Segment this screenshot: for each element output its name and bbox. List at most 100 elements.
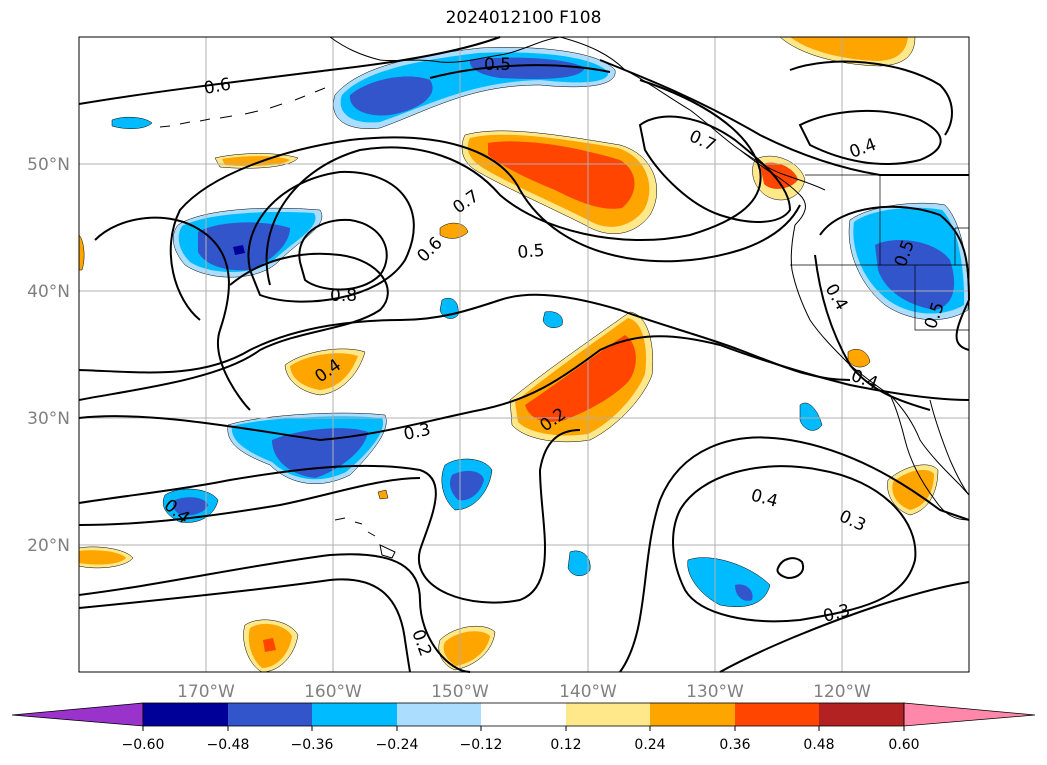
contour-label: 0.5: [517, 241, 546, 263]
contour-high-center-inner: [298, 218, 388, 291]
contour-lines: [78, 36, 971, 673]
colorbar-high-extend: [903, 702, 1036, 727]
colorbar-tick-label: 0.60: [888, 737, 919, 753]
lon-tick: 160°W: [304, 682, 362, 702]
colorbar-tick-label: −0.60: [122, 737, 165, 753]
contour-top-arc: [78, 36, 501, 105]
colorbar-segment: [650, 703, 735, 726]
lon-tick: 170°W: [177, 682, 235, 702]
contour-0.2-south: [78, 553, 471, 673]
hawaii-islands: [334, 517, 396, 559]
lon-tick: 150°W: [431, 682, 489, 702]
neg-patch-small-7: [799, 402, 823, 431]
baja-gulf-coast: [929, 399, 970, 496]
neg-patch-small-3-core: [735, 584, 753, 601]
contour-label: 0.4: [847, 135, 879, 163]
colorbar-ticks: [142, 726, 905, 731]
neg-patch-gulf-alaska-core2: [469, 57, 585, 79]
contour-0.4-loop-se: [672, 465, 917, 623]
contour-0.3-south: [78, 477, 421, 526]
pos-patch-small-a-mid: [290, 353, 358, 390]
colorbar-tick-label: −0.48: [207, 737, 250, 753]
colorbar-segment: [312, 703, 397, 726]
contour-label: 0.5: [484, 55, 511, 75]
lon-tick: 140°W: [559, 682, 617, 702]
colorbar-tick-label: 0.36: [719, 737, 750, 753]
pos-patch-small-c-mid: [443, 631, 490, 666]
contour-label: 0.4: [749, 486, 780, 512]
contour-0.4-west: [78, 252, 389, 401]
contour-low-left: [94, 216, 251, 411]
pos-patch-small-e-mid: [222, 156, 290, 166]
bc-coast: [739, 149, 806, 226]
neg-patch-small-1-core: [450, 470, 484, 501]
neg-patch-west-coast-core: [875, 240, 955, 310]
lat-tick: 20°N: [27, 536, 70, 556]
lat-tick: 30°N: [27, 409, 70, 429]
contour-0.4-ne: [798, 109, 942, 166]
colorbar-tick-label: −0.36: [291, 737, 334, 753]
pos-patch-small-f-mid: [79, 550, 126, 565]
colorbar: −0.60 −0.48 −0.36 −0.24 −0.12 0.12 0.24 …: [11, 702, 1036, 753]
baja-coast: [889, 394, 970, 521]
contour-ne-top: [789, 60, 953, 136]
contour-west-coast: [819, 205, 971, 351]
contour-0.3-sw: [78, 429, 581, 604]
colorbar-segment: [481, 703, 566, 726]
contour-label: 0.7: [449, 186, 483, 218]
colorbar-tick-label: 0.48: [803, 737, 834, 753]
colorbar-tick-label: 0.24: [634, 737, 665, 753]
contour-label: 0.6: [413, 233, 446, 266]
contour-0.4-coast: [814, 254, 931, 411]
contour-label: 0.8: [330, 286, 357, 306]
map-frame: [78, 36, 970, 673]
lon-tick: 120°W: [813, 682, 871, 702]
neg-patch-west-43n-max: [233, 245, 245, 255]
contour-0.5-mid: [169, 136, 801, 321]
contour-0.6: [265, 79, 762, 286]
pos-patch-main-48n-core: [488, 141, 635, 209]
pos-patch-small-j: [377, 489, 389, 500]
neg-patch-small-3: [687, 557, 771, 608]
colorbar-tick-label: −0.24: [376, 737, 419, 753]
pos-patch-small-h: [439, 222, 469, 239]
colorbar-frame: [142, 702, 905, 727]
colorbar-tick-label: 0.12: [550, 737, 581, 753]
contour-small-loop: [776, 557, 804, 580]
pos-patch-subtropical-32n-core: [525, 335, 636, 422]
shading-layer: [78, 36, 969, 673]
colorbar-segment: [143, 703, 228, 726]
neg-patch-gulf-alaska-core: [349, 76, 433, 116]
neg-patch-small-6: [542, 311, 563, 328]
neg-patch-small-4: [567, 550, 591, 576]
neg-patch-29n-core: [272, 428, 368, 478]
contour-0.3: [78, 335, 970, 442]
contour-0.3-se: [619, 436, 970, 673]
colorbar-segment: [735, 703, 819, 726]
contour-label: 0.2: [407, 627, 435, 659]
pos-patch-small-g: [78, 234, 85, 271]
contour-0.7-loop: [638, 115, 792, 223]
aleutian-chain: [159, 87, 326, 128]
colorbar-segment: [566, 703, 650, 726]
pos-patch-small-d-mid: [892, 469, 934, 510]
colorbar-segment: [819, 703, 904, 726]
lat-tick-labels: 20°N 30°N 40°N 50°N: [27, 155, 70, 556]
contour-0.5-north: [429, 64, 611, 79]
contour-label: 0.3: [821, 601, 852, 627]
neg-patch-small-8: [111, 116, 153, 129]
contour-label: 0.3: [836, 506, 869, 536]
pos-patch-small-i: [847, 349, 871, 368]
map-title: 2024012100 F108: [445, 8, 602, 28]
contour-main-east: [599, 59, 969, 176]
contour-high-center-outer: [247, 170, 415, 303]
lon-tick: 130°W: [686, 682, 744, 702]
colorbar-tick-label: −0.12: [460, 737, 503, 753]
lat-tick: 40°N: [27, 282, 70, 302]
neg-patch-small-2-core: [172, 497, 208, 516]
contour-label: 0.3: [402, 420, 433, 445]
pos-patch-small-b-core: [263, 638, 276, 652]
contour-label: 0.7: [686, 126, 719, 156]
contour-0.2-bottom: [78, 578, 411, 673]
